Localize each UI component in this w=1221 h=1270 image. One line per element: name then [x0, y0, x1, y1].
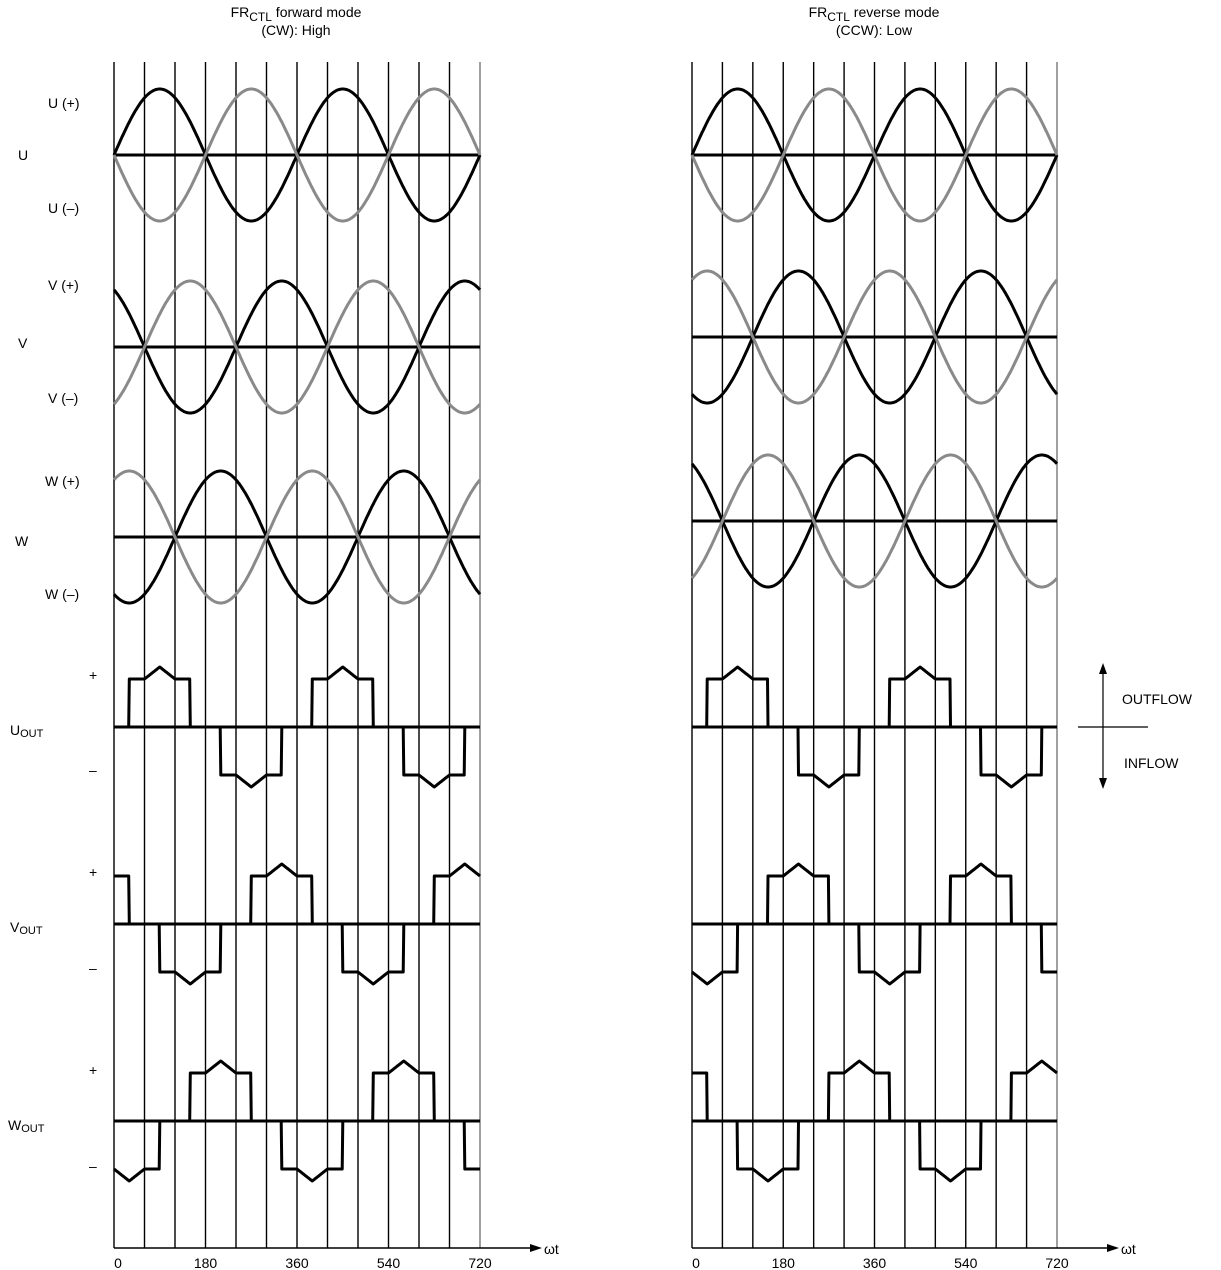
reverse-wout-wave	[691, 1059, 1058, 1183]
reverse-x-axis-arrow-icon	[1107, 1244, 1119, 1252]
forward-x-axis-label: ωt	[544, 1241, 559, 1257]
uout-plus-label: +	[89, 667, 97, 683]
outflow-label: OUTFLOW	[1122, 691, 1193, 707]
forward-tick-label: 540	[377, 1255, 401, 1270]
uout-minus-label: –	[89, 762, 97, 778]
u-group-label: U	[18, 147, 28, 163]
u-minus-label: U (–)	[48, 200, 79, 216]
wout-label: WOUT	[8, 1117, 45, 1135]
vout-main: V	[10, 919, 20, 935]
wout-main: W	[8, 1117, 22, 1133]
forward-panel-title: FRCTL forward mode (CW): High	[231, 4, 362, 38]
forward-tick-label: 360	[285, 1255, 309, 1270]
reverse-x-axis-label: ωt	[1121, 1241, 1136, 1257]
w-group-label: W	[15, 533, 29, 549]
forward-x-axis-arrow-icon	[530, 1244, 542, 1252]
inflow-arrow-icon	[1099, 778, 1107, 789]
reverse-tick-label: 180	[772, 1255, 796, 1270]
reverse-title-line2: (CCW): Low	[836, 22, 913, 38]
vout-minus-label: –	[89, 960, 97, 976]
reverse-tick-label: 540	[954, 1255, 978, 1270]
reverse-uout-wave	[691, 665, 1058, 789]
wout-sub: OUT	[21, 1123, 45, 1135]
reverse-u-minus-wave	[690, 87, 1059, 223]
uout-label: UOUT	[10, 722, 44, 740]
reverse-title-subscript: CTL	[827, 10, 850, 24]
forward-w-minus-wave	[112, 469, 482, 605]
forward-vout-wave	[113, 862, 481, 986]
reverse-panel-title: FRCTL reverse mode (CCW): Low	[809, 4, 940, 38]
vout-sub: OUT	[19, 925, 43, 937]
svg-text:FRCTL reverse mode: FRCTL reverse mode	[809, 4, 940, 24]
svg-text:FRCTL forward mode: FRCTL forward mode	[231, 4, 362, 24]
forward-title-prefix: FR	[231, 4, 250, 20]
reverse-title-prefix: FR	[809, 4, 828, 20]
forward-tick-label: 0	[114, 1255, 122, 1270]
forward-v-minus-wave	[112, 279, 482, 415]
reverse-vout-wave	[691, 862, 1058, 986]
wout-minus-label: –	[89, 1158, 97, 1174]
w-plus-label: W (+)	[45, 473, 80, 489]
vout-plus-label: +	[89, 864, 97, 880]
v-plus-label: V (+)	[48, 277, 79, 293]
v-minus-label: V (–)	[48, 390, 78, 406]
signal-labels: U (+) U U (–) V (+) V V (–) W (+) W W (–…	[8, 95, 97, 1174]
reverse-tick-label: 0	[692, 1255, 700, 1270]
reverse-tick-label: 360	[863, 1255, 887, 1270]
forward-uout-wave	[113, 665, 481, 789]
wout-plus-label: +	[89, 1062, 97, 1078]
forward-title-line2: (CW): High	[261, 22, 330, 38]
uout-sub: OUT	[20, 728, 44, 740]
outflow-arrow-icon	[1099, 663, 1107, 674]
v-group-label: V	[18, 335, 28, 351]
forward-wout-wave	[113, 1059, 481, 1183]
forward-title-suffix: forward mode	[272, 4, 362, 20]
u-plus-label: U (+)	[48, 95, 80, 111]
forward-u-minus-wave	[112, 87, 482, 223]
forward-tick-label: 720	[468, 1255, 492, 1270]
reverse-tick-label: 720	[1045, 1255, 1069, 1270]
reverse-title-suffix: reverse mode	[850, 4, 940, 20]
w-minus-label: W (–)	[45, 586, 79, 602]
forward-title-subscript: CTL	[249, 10, 272, 24]
reverse-mode-panel: ωt 0 180 360 540 720	[690, 62, 1136, 1270]
inflow-label: INFLOW	[1124, 755, 1179, 771]
vout-label: VOUT	[10, 919, 43, 937]
reverse-v-minus-wave	[690, 269, 1059, 405]
reverse-w-minus-wave	[690, 453, 1059, 589]
uout-main: U	[10, 722, 20, 738]
forward-tick-label: 180	[194, 1255, 218, 1270]
forward-mode-panel: ωt 0 180 360 540 720	[112, 62, 559, 1270]
flow-legend: OUTFLOW INFLOW	[1078, 663, 1193, 789]
